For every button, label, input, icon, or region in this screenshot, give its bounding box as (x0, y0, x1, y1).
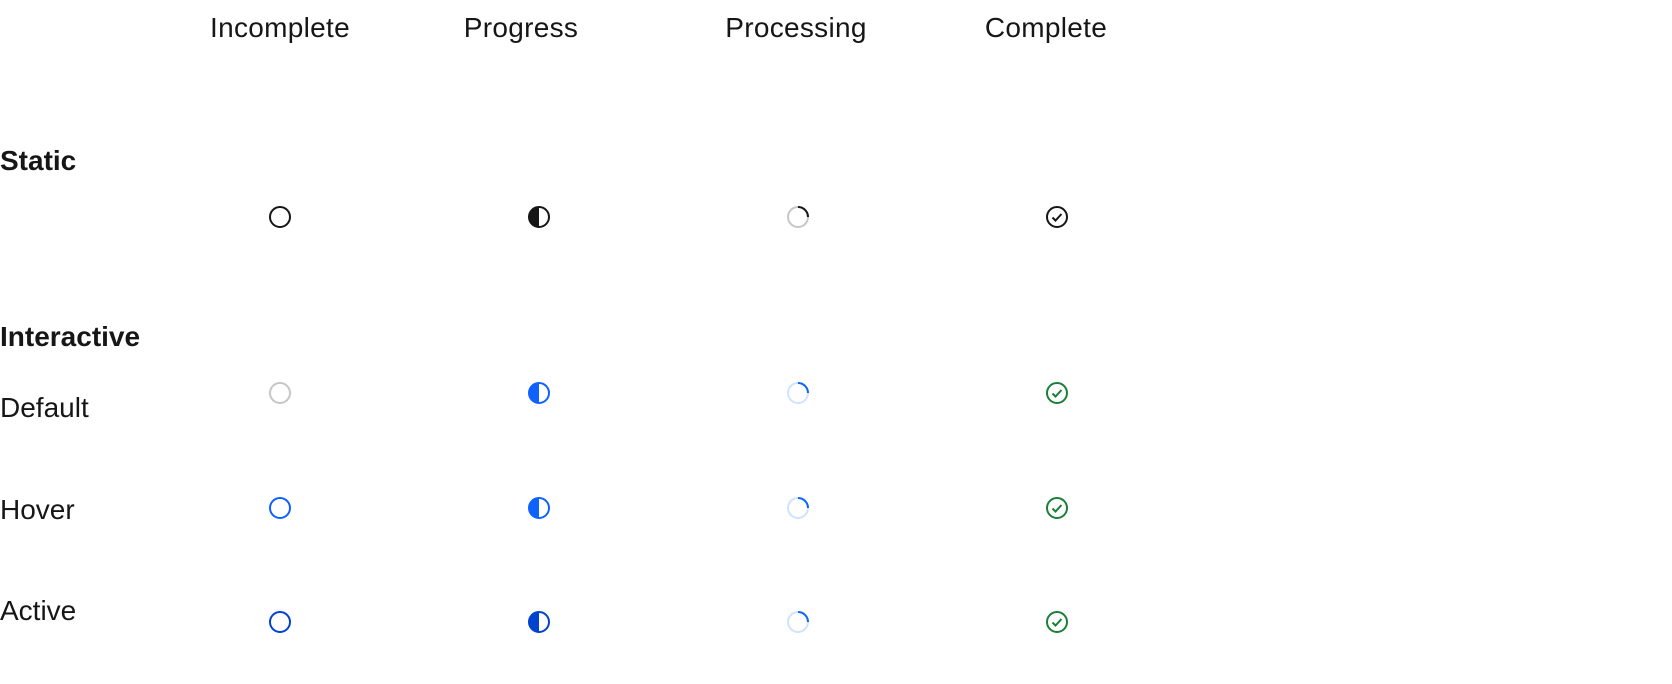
section-interactive: Interactive (0, 321, 141, 352)
circle-outline-icon[interactable] (268, 610, 292, 634)
circle-processing-icon[interactable] (786, 496, 810, 520)
circle-half-filled-icon[interactable] (527, 381, 551, 405)
column-header-progress: Progress (463, 12, 579, 43)
circle-outline-icon (268, 205, 292, 229)
row-label-default: Default (0, 392, 89, 423)
checkmark-circle-icon[interactable] (1045, 381, 1069, 405)
column-header-complete: Complete (984, 12, 1108, 43)
checkmark-circle-icon[interactable] (1045, 610, 1069, 634)
checkmark-circle-icon (1045, 205, 1069, 229)
row-label-hover: Hover (0, 494, 75, 525)
row-label-active: Active (0, 595, 77, 626)
circle-processing-icon (786, 205, 810, 229)
circle-half-filled-icon (527, 205, 551, 229)
circle-processing-icon[interactable] (786, 381, 810, 405)
column-header-processing: Processing (725, 12, 867, 43)
circle-half-filled-icon[interactable] (527, 610, 551, 634)
column-header-incomplete: Incomplete (210, 12, 350, 43)
circle-processing-icon[interactable] (786, 610, 810, 634)
checkmark-circle-icon[interactable] (1045, 496, 1069, 520)
circle-outline-icon[interactable] (268, 381, 292, 405)
circle-half-filled-icon[interactable] (527, 496, 551, 520)
circle-outline-icon[interactable] (268, 496, 292, 520)
section-static: Static (0, 145, 77, 176)
